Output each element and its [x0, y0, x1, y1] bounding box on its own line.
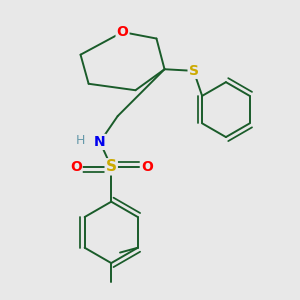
Text: O: O	[141, 160, 153, 174]
Text: S: S	[189, 64, 199, 78]
Text: S: S	[106, 159, 117, 174]
Text: O: O	[117, 25, 128, 39]
Text: O: O	[70, 160, 82, 174]
Text: N: N	[94, 135, 106, 149]
Text: H: H	[76, 134, 85, 147]
